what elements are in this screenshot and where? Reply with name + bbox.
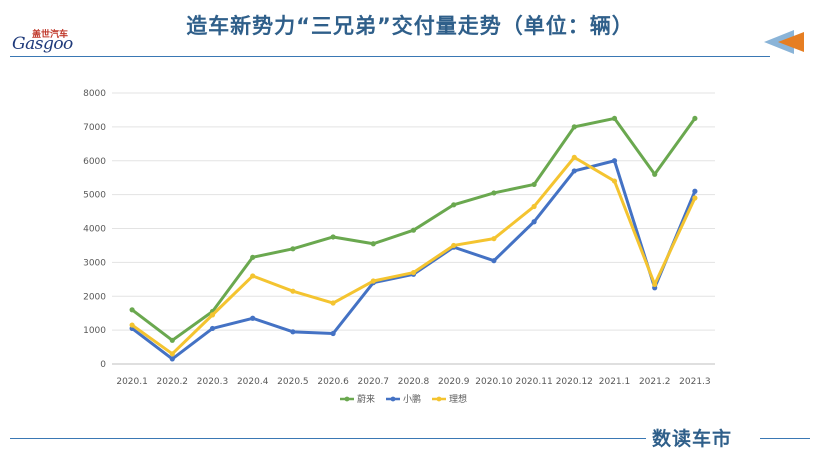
y-tick-label: 0 xyxy=(100,360,106,370)
data-point xyxy=(290,246,296,252)
data-point xyxy=(611,158,618,164)
data-point xyxy=(491,190,497,196)
data-point xyxy=(129,322,135,328)
data-point xyxy=(652,281,658,287)
data-point xyxy=(250,273,256,279)
x-tick-label: 2021.3 xyxy=(679,377,711,387)
x-tick-label: 2021.1 xyxy=(599,377,631,387)
gasgoo-logo: 盖世汽车 Gasgoo xyxy=(12,27,90,57)
data-point xyxy=(410,269,417,276)
data-point xyxy=(531,219,537,225)
series-line xyxy=(130,159,697,361)
data-point xyxy=(169,356,175,362)
data-point xyxy=(611,115,618,122)
x-tick-label: 2020.1 xyxy=(116,377,148,387)
legend-item: 蔚来 xyxy=(340,393,375,405)
logo-english-name: Gasgoo xyxy=(12,34,73,54)
series-0 xyxy=(129,115,698,343)
data-point xyxy=(370,241,376,247)
data-point xyxy=(330,300,336,306)
y-tick-label: 1000 xyxy=(83,326,106,336)
x-tick-label: 2020.3 xyxy=(197,377,229,387)
y-tick-label: 6000 xyxy=(83,157,106,167)
footer-divider-right xyxy=(760,438,810,439)
data-point xyxy=(209,325,216,332)
x-tick-label: 2020.4 xyxy=(237,377,269,387)
y-tick-label: 7000 xyxy=(83,123,106,133)
x-tick-label: 2020.7 xyxy=(358,377,390,387)
data-point xyxy=(250,254,256,260)
data-point xyxy=(451,202,457,208)
data-point xyxy=(330,330,336,337)
data-point xyxy=(491,236,497,242)
legend-label: 小鹏 xyxy=(403,393,421,405)
x-tick-label: 2020.8 xyxy=(398,377,430,387)
series-lines xyxy=(129,115,698,362)
footer-divider-left xyxy=(10,438,646,439)
logo-chinese-name: 盖世汽车 xyxy=(32,30,69,40)
data-point xyxy=(571,124,577,130)
brand-label: 数读车市 xyxy=(652,428,733,450)
data-point xyxy=(571,168,577,174)
data-point xyxy=(571,154,577,160)
data-point xyxy=(692,195,698,201)
header-divider xyxy=(10,56,770,57)
data-point xyxy=(531,181,537,188)
y-tick-label: 5000 xyxy=(83,191,106,201)
data-point xyxy=(330,234,336,240)
data-point xyxy=(129,307,135,313)
page-title: 造车新势力“三兄弟”交付量走势（单位：辆） xyxy=(186,14,634,38)
legend-label: 蔚来 xyxy=(357,393,375,405)
x-tick-label: 2021.2 xyxy=(639,377,671,387)
x-tick-label: 2020.5 xyxy=(277,377,309,387)
legend-marker xyxy=(436,396,442,402)
data-point xyxy=(410,227,417,233)
y-tick-label: 3000 xyxy=(83,258,106,268)
legend-marker xyxy=(390,396,396,402)
x-tick-label: 2020.2 xyxy=(157,377,189,387)
data-point xyxy=(692,188,698,194)
x-tick-label: 2020.6 xyxy=(317,377,349,387)
data-point xyxy=(652,171,658,177)
series-line xyxy=(130,155,697,356)
y-axis-ticks: 0 1000 2000 3000 4000 5000 6000 7000 8000 xyxy=(83,89,106,370)
corner-arrow-icon xyxy=(764,30,804,54)
x-tick-label: 2020.12 xyxy=(556,377,593,387)
x-tick-label: 2020.9 xyxy=(438,377,470,387)
data-point xyxy=(370,278,376,284)
series-1 xyxy=(129,158,698,362)
y-tick-label: 4000 xyxy=(83,225,106,235)
data-point xyxy=(692,115,698,122)
data-point xyxy=(169,351,175,357)
x-axis-ticks: 2020.1 2020.2 2020.3 2020.4 2020.5 2020.6 2020… xyxy=(116,377,710,387)
data-point xyxy=(209,312,216,318)
data-point xyxy=(611,178,618,184)
data-point xyxy=(290,288,296,294)
x-tick-label: 2020.10 xyxy=(475,377,512,387)
y-tick-label: 2000 xyxy=(83,292,106,302)
data-point xyxy=(169,337,175,343)
legend-item: 小鹏 xyxy=(386,393,421,405)
legend-label: 理想 xyxy=(449,393,467,405)
legend-marker xyxy=(344,396,350,402)
series-2 xyxy=(129,154,698,357)
data-point xyxy=(290,329,296,335)
legend-item: 理想 xyxy=(432,393,467,405)
data-point xyxy=(531,203,537,210)
data-point xyxy=(250,315,256,321)
data-point xyxy=(491,258,497,264)
data-point xyxy=(451,242,457,249)
x-tick-label: 2020.11 xyxy=(515,377,552,387)
y-tick-label: 8000 xyxy=(83,89,106,99)
chart-legend: 蔚来 小鹏 理想 xyxy=(340,393,467,405)
